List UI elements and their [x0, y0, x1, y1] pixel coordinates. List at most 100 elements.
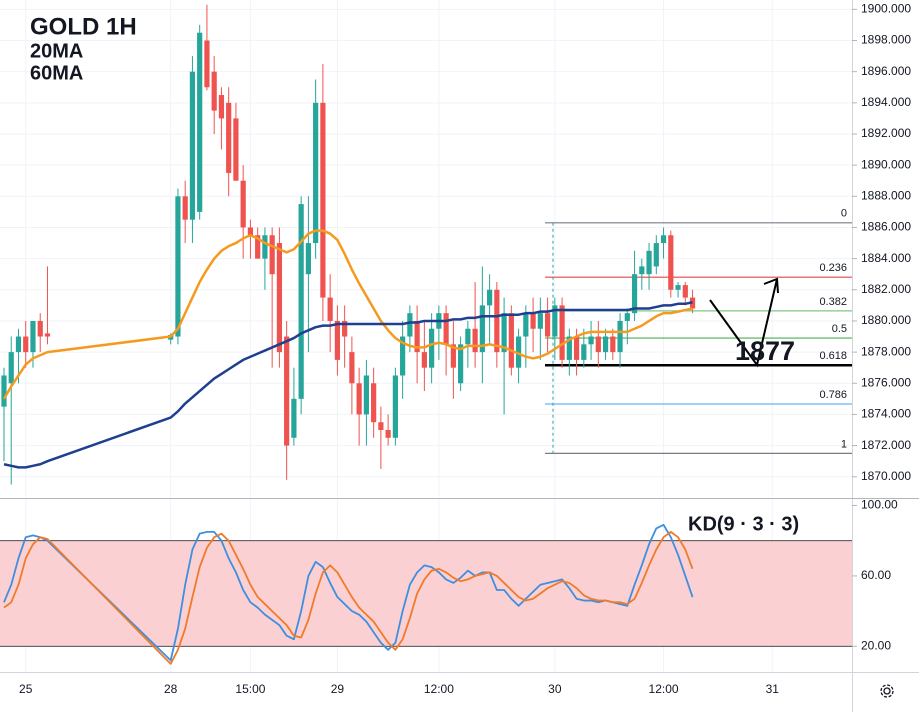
candle-body [233, 118, 239, 181]
fib-label: 0.618 [819, 350, 847, 362]
grid [0, 0, 852, 672]
candle-body [349, 352, 355, 384]
candle-body [588, 336, 594, 345]
candle-body [537, 313, 543, 329]
line-series [3, 301, 693, 469]
x-tick-label: 28 [164, 682, 178, 696]
candle-body [530, 313, 536, 329]
candle-body [363, 375, 369, 415]
candle-body [653, 243, 659, 267]
indicator-title: KD(9 · 3 · 3) [688, 513, 799, 535]
x-tick-label: 15:00 [235, 682, 265, 696]
fib-label: 1 [841, 438, 847, 450]
x-tick-label: 31 [766, 682, 780, 696]
y-tick-label: 1896.000 [861, 64, 911, 78]
legend-entry: 20MA [30, 40, 83, 62]
candle-body [544, 313, 551, 337]
fib-label: 0.5 [832, 323, 847, 335]
candle-body [269, 235, 275, 275]
y-tick-label: 60.00 [861, 568, 891, 582]
candle-body [392, 375, 398, 438]
candle-body [313, 102, 319, 244]
candle-body [566, 336, 572, 360]
candle-body [595, 336, 601, 353]
candle-body [342, 320, 348, 337]
candle-body [8, 352, 14, 384]
candle-body [414, 320, 420, 353]
candle-body [675, 285, 681, 290]
y-tick-label: 1890.000 [861, 157, 911, 171]
candle-body [472, 328, 478, 353]
x-tick-label: 29 [331, 682, 345, 696]
candle-body [276, 243, 283, 353]
candle-body [305, 243, 312, 275]
candle-body [226, 102, 232, 173]
candle-body [15, 336, 22, 353]
line-series [2, 229, 693, 400]
candle-body [37, 320, 43, 337]
candle-body [327, 297, 333, 321]
arrow-drawing [709, 277, 779, 368]
candle-body [501, 313, 507, 353]
candle-body [189, 71, 196, 220]
candle-body [255, 235, 261, 259]
x-tick-label: 12:00 [649, 682, 679, 696]
candle-body [559, 305, 565, 360]
candle-body [197, 32, 203, 212]
candle-body [639, 266, 645, 275]
candle-body [646, 250, 652, 275]
y-tick-label: 1880.000 [861, 313, 911, 327]
candle-body [458, 344, 464, 384]
candle-body [44, 333, 51, 337]
y-tick-label: 1878.000 [861, 344, 911, 358]
plot-area: 0 0.236 0.382 0.5 0.618 0.786 1 [1, 4, 852, 665]
candle-body [211, 71, 217, 111]
candle-body [291, 398, 297, 438]
line-series [3, 523, 694, 662]
candle-body [175, 196, 181, 337]
x-tick-label: 30 [548, 682, 562, 696]
fib-label: 0.236 [819, 262, 847, 274]
kd-band [0, 540, 852, 647]
candle-body [30, 320, 36, 353]
candle-body [508, 313, 514, 368]
candle-body [573, 336, 580, 360]
y-tick-label: 1888.000 [861, 188, 911, 202]
candle-body [465, 328, 471, 345]
candle-body [581, 344, 587, 360]
candle-body [378, 422, 384, 431]
y-tick-label: 1872.000 [861, 438, 911, 452]
candle-body [682, 285, 688, 298]
candle-body [204, 40, 210, 88]
candle-body [1, 375, 7, 407]
candle-body [523, 313, 529, 337]
y-tick-label: 1898.000 [861, 33, 911, 47]
candle-body [356, 383, 362, 415]
candle-body [298, 204, 304, 399]
y-tick-label: 1894.000 [861, 95, 911, 109]
x-tick-label: 25 [19, 682, 33, 696]
y-tick-label: 1870.000 [861, 469, 911, 483]
candle-body [334, 320, 340, 360]
candle-body [515, 336, 522, 368]
y-tick-label: 1900.000 [861, 2, 911, 16]
line-series [3, 531, 694, 665]
candle-body [494, 289, 500, 353]
candle-body [284, 336, 290, 446]
candle-body [400, 336, 406, 376]
chart-title: GOLD 1H [30, 13, 137, 40]
fib-label: 0.786 [819, 389, 847, 401]
fib-label: 0 [841, 208, 847, 220]
y-tick-label: 100.00 [861, 498, 898, 512]
candle-body [487, 289, 493, 306]
candle-body [660, 235, 667, 244]
settings-icon[interactable] [880, 684, 894, 698]
candle-body [262, 235, 268, 259]
y-tick-label: 1884.000 [861, 251, 911, 265]
legend-entry: 60MA [30, 62, 83, 84]
candle-body [407, 313, 413, 337]
y-tick-label: 20.00 [861, 638, 891, 652]
candle-body [552, 305, 558, 337]
y-tick-label: 1886.000 [861, 220, 911, 234]
